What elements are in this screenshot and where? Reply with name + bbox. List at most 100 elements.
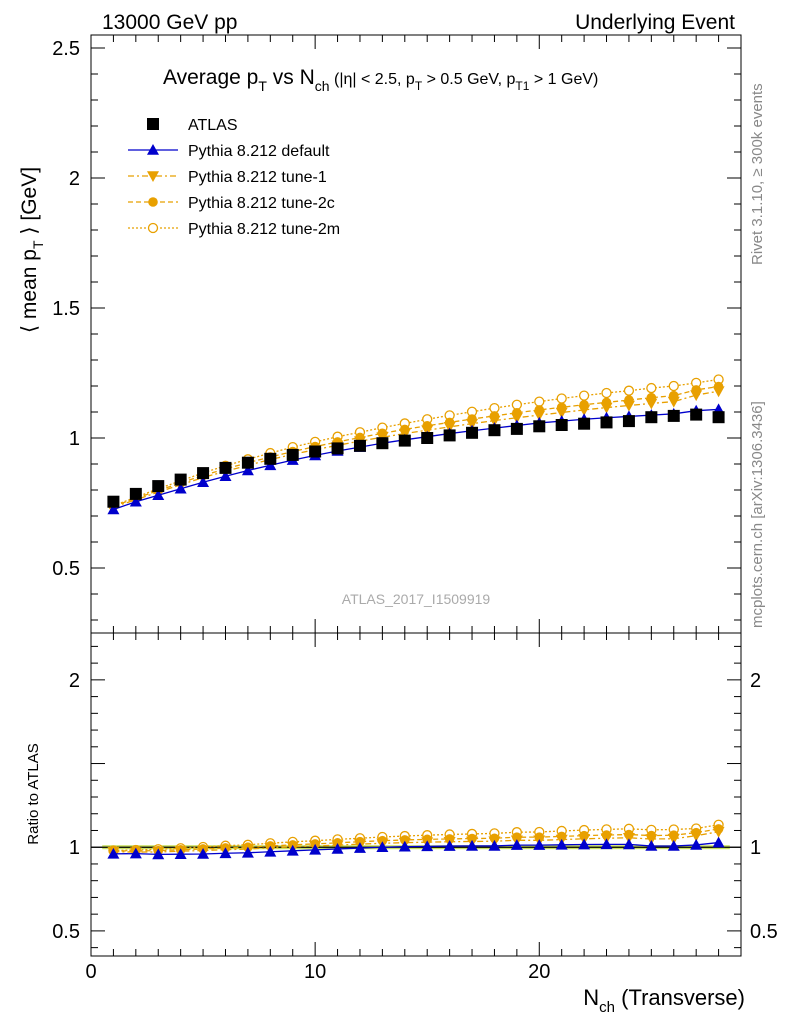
data-point [690, 408, 703, 421]
ratio-point [331, 842, 344, 854]
ratio-point [107, 847, 120, 859]
ratio-point [466, 839, 479, 851]
data-point [107, 503, 120, 515]
ratio-point [712, 836, 725, 848]
legend-marker [147, 118, 159, 130]
data-point [601, 387, 612, 399]
ratio-point [510, 839, 523, 850]
series-line [113, 390, 719, 508]
y-tick-label: 1 [69, 428, 80, 450]
data-point [712, 411, 725, 424]
data-point [600, 402, 613, 414]
ratio-point [264, 845, 277, 857]
data-point [622, 400, 635, 412]
data-point [623, 385, 635, 396]
data-point [174, 482, 187, 494]
data-point [309, 445, 322, 458]
data-point [353, 439, 366, 452]
y-tick-label: 0.5 [52, 558, 80, 580]
x-tick-label: 10 [304, 961, 326, 983]
data-point [466, 426, 479, 439]
data-point [510, 422, 523, 435]
axes-layer: 0 10 20 0.5 1 1.5 2 2.5 0.5 0.5 1 1 2 2 [52, 35, 778, 983]
data-point [533, 420, 546, 433]
data-point [667, 396, 680, 408]
ratio-y-tick-label: 1 [69, 837, 80, 859]
ratio-y-axis-label: Ratio to ATLAS [25, 743, 42, 844]
legend: ATLAS Pythia 8.212 default Pythia 8.212 tu… [128, 117, 340, 238]
data-point [174, 473, 187, 486]
ratio-plot-frame [90, 632, 742, 957]
data-point [667, 409, 680, 422]
main-data-layer [107, 374, 725, 515]
series-2 [107, 386, 725, 513]
series-line [113, 408, 719, 511]
legend-entry: Pythia 8.212 tune-2c [128, 195, 335, 212]
ratio-point [129, 847, 142, 859]
data-point [533, 410, 546, 422]
data-point [578, 390, 590, 401]
data-point [712, 386, 725, 398]
data-point [421, 432, 434, 444]
y-tick-label: 2.5 [52, 38, 80, 60]
ratio-point [197, 847, 210, 859]
data-point [578, 405, 591, 416]
data-point [645, 398, 658, 410]
legend-entry: Pythia 8.212 tune-2m [128, 221, 340, 238]
data-point [690, 390, 703, 402]
ratio-point [309, 843, 322, 855]
header-left: 13000 GeV pp [102, 11, 237, 34]
ratio-point [600, 838, 613, 850]
ratio-y-tick-label: 2 [69, 670, 80, 692]
legend-label: Pythia 8.212 tune-2c [188, 195, 335, 212]
data-point [511, 399, 523, 410]
ratio-point [690, 838, 703, 850]
ratio-data-layer [107, 819, 725, 860]
data-point [466, 418, 479, 430]
ratio-point [152, 848, 165, 860]
data-point [488, 424, 501, 437]
ratio-line [113, 828, 719, 852]
side-text-mcplots: mcplots.cern.ch [arXiv:1306.3436] [749, 401, 766, 628]
data-point [488, 415, 501, 427]
data-point [376, 437, 389, 450]
legend-marker [147, 144, 159, 155]
ratio-y-tick-label-right: 2 [750, 670, 761, 692]
series-0 [107, 408, 725, 508]
legend-label: ATLAS [188, 117, 238, 134]
ratio-point [533, 839, 546, 850]
legend-entry: ATLAS [147, 117, 238, 134]
legend-label: Pythia 8.212 tune-2m [188, 221, 340, 238]
analysis-watermark: ATLAS_2017_I1509919 [342, 591, 491, 607]
series-line [113, 385, 719, 507]
ratio-point [286, 844, 299, 856]
ratio-point [443, 840, 456, 851]
data-point [219, 470, 232, 482]
ratio-point [712, 826, 725, 838]
ratio-point [667, 833, 680, 845]
data-point [555, 407, 568, 419]
ratio-point [219, 847, 232, 859]
data-point [129, 495, 142, 507]
ratio-point [398, 840, 411, 852]
ratio-y-tick-label-right: 1 [750, 837, 761, 859]
data-point [668, 380, 679, 392]
plot-title: Average pT vs Nch (|η| < 2.5, pT > 0.5 G… [163, 66, 598, 94]
data-point [534, 396, 545, 407]
data-point [152, 489, 165, 500]
legend-entry: Pythia 8.212 default [128, 143, 330, 160]
data-point [600, 416, 613, 429]
data-point [241, 464, 254, 476]
data-point [556, 393, 567, 404]
ratio-line [113, 831, 719, 853]
data-point [264, 452, 277, 465]
ratio-point [622, 838, 635, 850]
data-point [286, 448, 299, 461]
y-tick-label: 2 [69, 168, 80, 190]
data-point [197, 476, 210, 487]
x-axis-label: Nch (Transverse) [583, 985, 745, 1016]
data-point [107, 495, 120, 508]
data-point [331, 442, 344, 455]
data-point [398, 434, 411, 447]
data-point [129, 487, 142, 500]
